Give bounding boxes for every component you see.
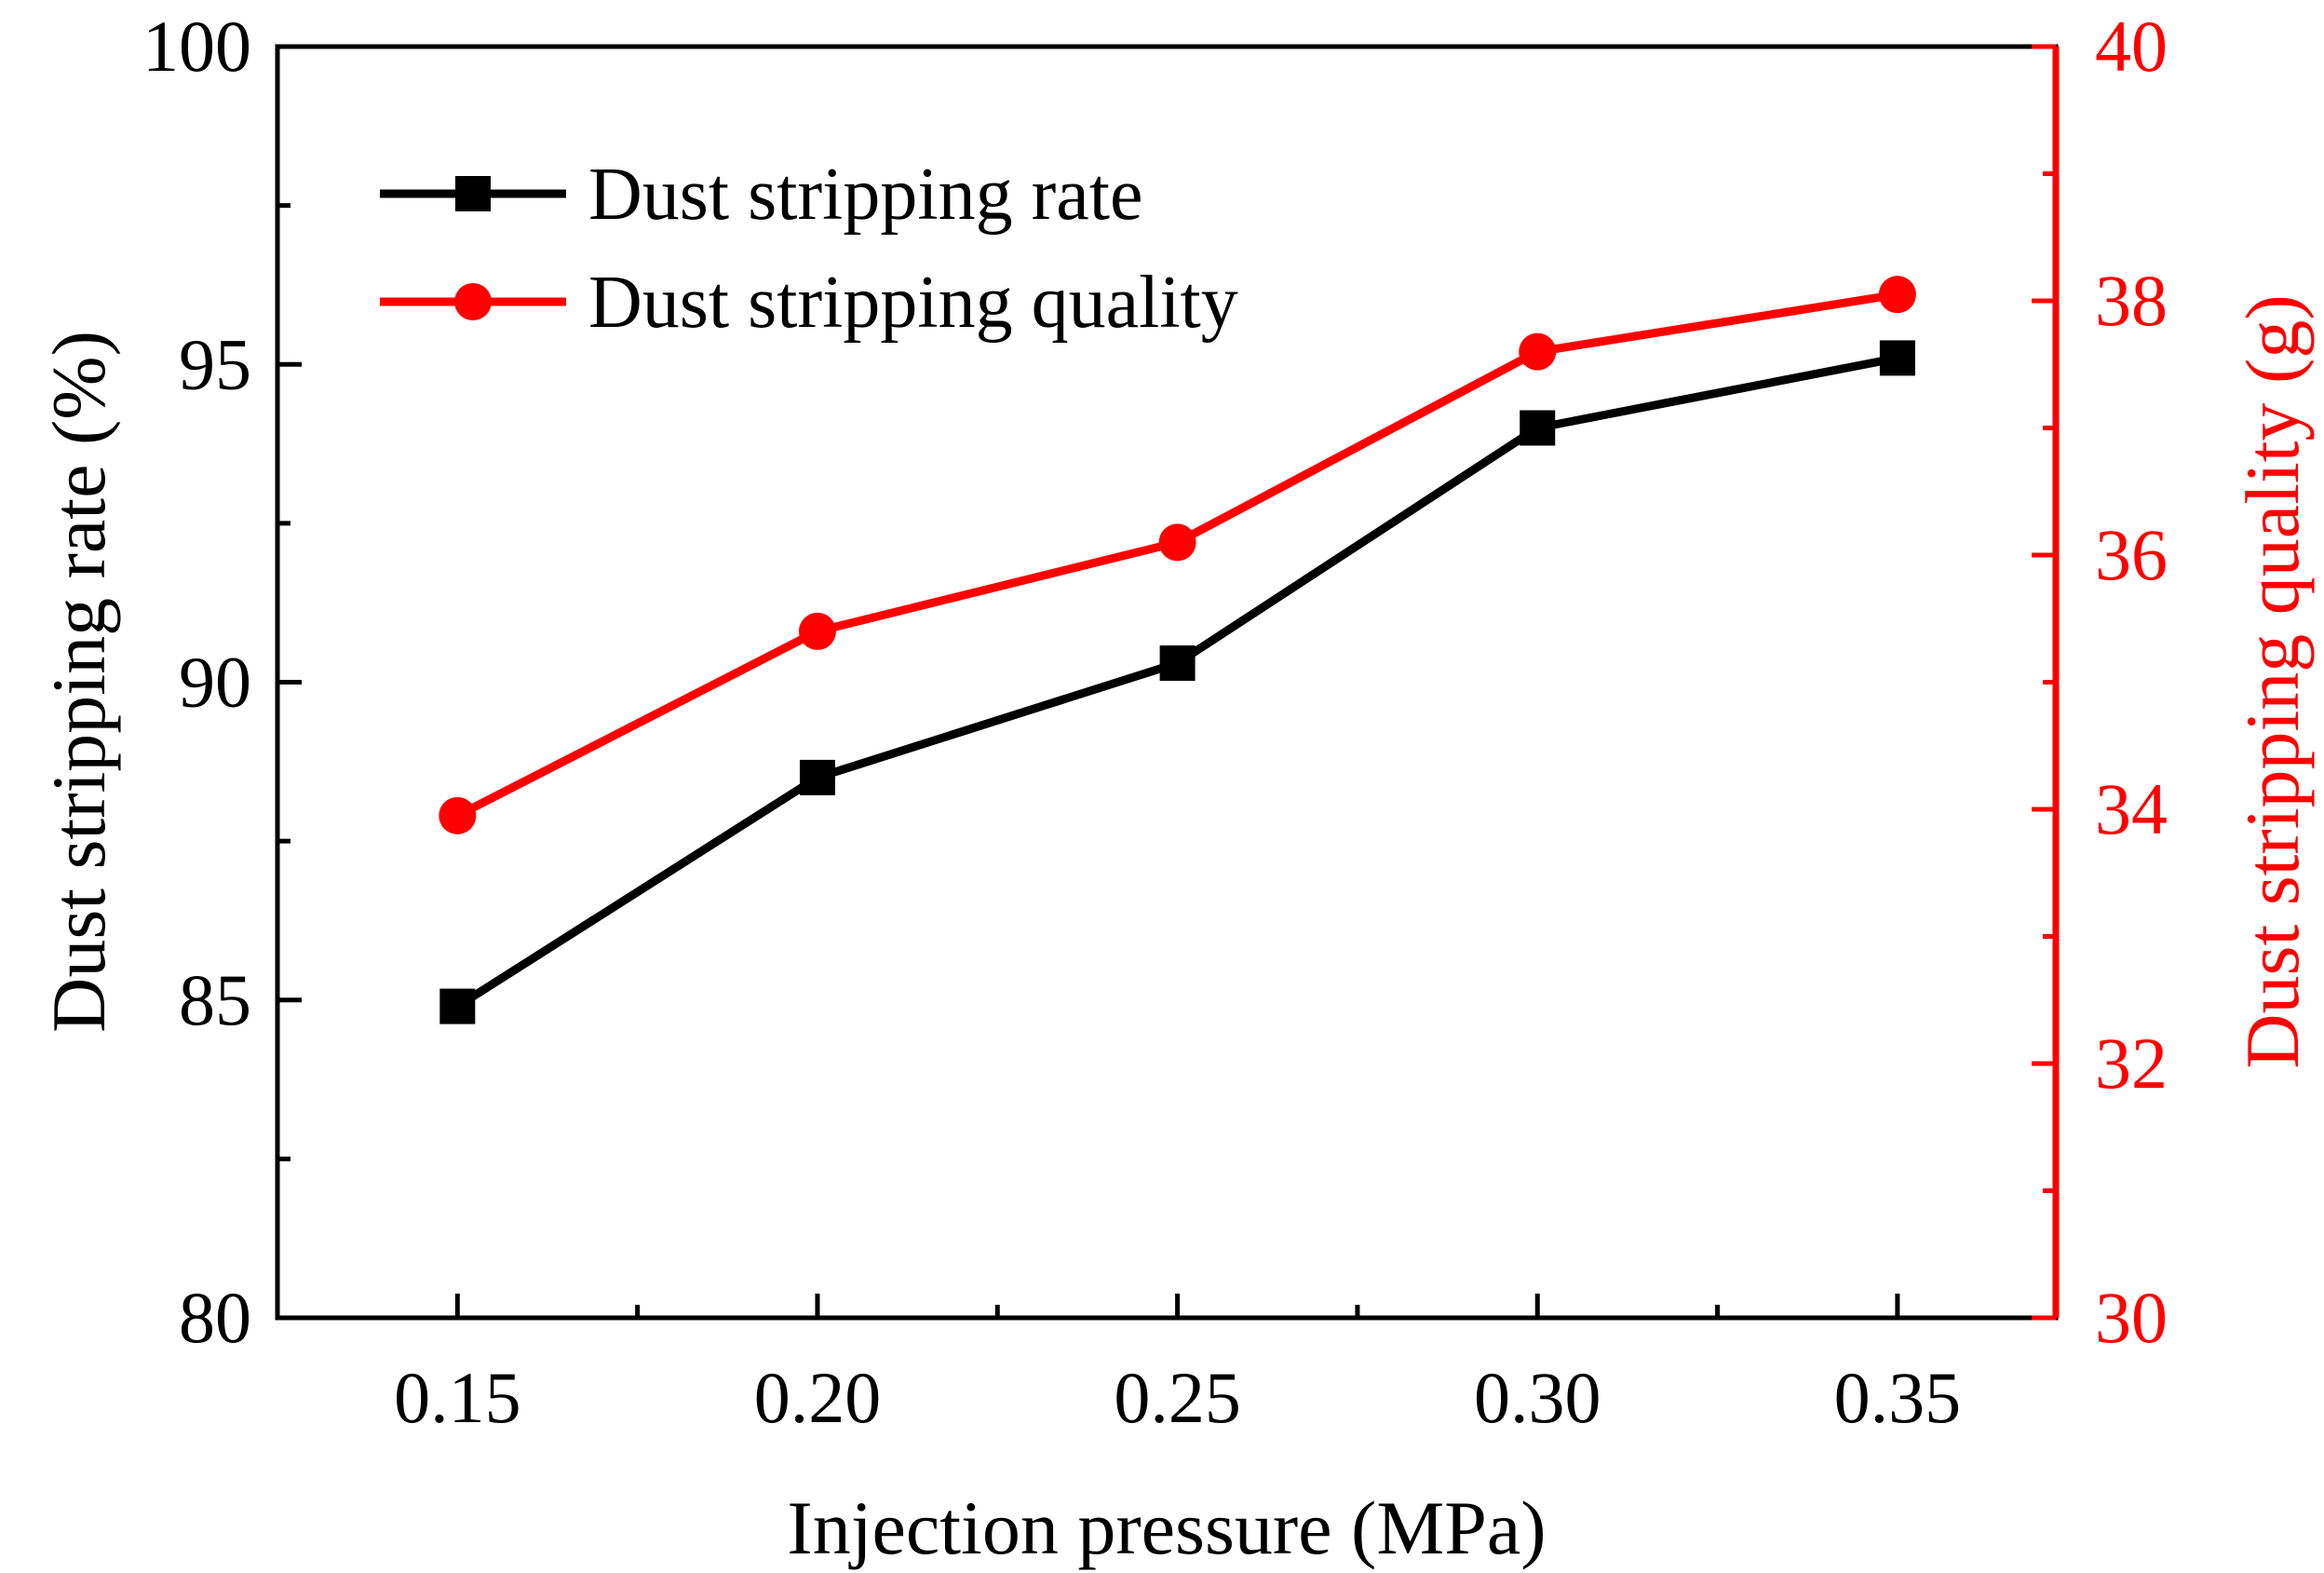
- x-tick-label: 0.20: [754, 1357, 882, 1438]
- legend-marker-circle: [454, 283, 492, 320]
- series-markers: [439, 276, 1916, 1024]
- legend-label-1: Dust stripping rate: [588, 154, 1142, 236]
- legend-label-2: Dust stripping quality: [588, 262, 1238, 344]
- y-right-tick-label: 38: [2095, 260, 2168, 341]
- y-right-tick-label: 40: [2095, 6, 2168, 87]
- y-right-tick-label: 34: [2095, 768, 2168, 849]
- y-right-tick-label: 32: [2095, 1023, 2168, 1104]
- y-left-tick-label: 100: [142, 6, 251, 87]
- data-point-square: [799, 759, 835, 795]
- data-point-circle: [1158, 523, 1196, 562]
- data-point-square: [1520, 410, 1556, 446]
- y-left-tick-label: 85: [179, 959, 251, 1040]
- y-axis-left-ticks: 80 85 90 95 100: [142, 6, 302, 1358]
- legend-marker-square: [455, 176, 491, 211]
- x-tick-label: 0.15: [394, 1357, 521, 1438]
- x-axis-title: Injection pressure (MPa): [787, 1485, 1546, 1570]
- y-left-tick-label: 90: [179, 642, 251, 723]
- y-axis-right-title: Dust stripping quality (g): [2230, 294, 2315, 1068]
- data-point-circle: [1519, 332, 1557, 371]
- x-axis-ticks: 0.15 0.20 0.25 0.30 0.35: [394, 1294, 1961, 1438]
- data-point-circle: [1878, 276, 1916, 314]
- y-left-tick-label: 80: [179, 1277, 251, 1358]
- x-tick-label: 0.35: [1834, 1357, 1962, 1438]
- data-point-circle: [439, 796, 477, 834]
- data-point-square: [1159, 645, 1196, 682]
- data-point-square: [1879, 340, 1915, 376]
- data-point-square: [439, 988, 476, 1024]
- y-right-tick-label: 36: [2095, 514, 2168, 595]
- x-tick-label: 0.30: [1474, 1357, 1601, 1438]
- y-right-tick-label: 30: [2095, 1277, 2168, 1358]
- y-left-tick-label: 95: [179, 323, 251, 404]
- x-tick-label: 0.25: [1114, 1357, 1241, 1438]
- y-axis-right-ticks: 30 32 34 36 38 40: [2032, 6, 2168, 1358]
- data-point-circle: [798, 612, 836, 650]
- y-axis-left-title: Dust stripping rate (%): [36, 331, 121, 1033]
- legend: Dust stripping rate Dust stripping qualit…: [380, 154, 1238, 344]
